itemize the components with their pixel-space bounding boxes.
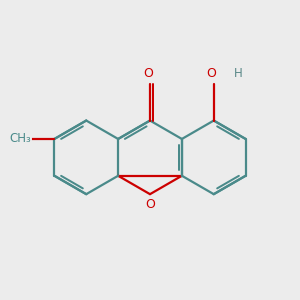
- Text: H: H: [234, 67, 243, 80]
- Text: O: O: [16, 133, 26, 146]
- Text: O: O: [206, 67, 216, 80]
- Text: O: O: [145, 198, 155, 211]
- Text: O: O: [143, 67, 153, 80]
- Text: CH₃: CH₃: [10, 133, 32, 146]
